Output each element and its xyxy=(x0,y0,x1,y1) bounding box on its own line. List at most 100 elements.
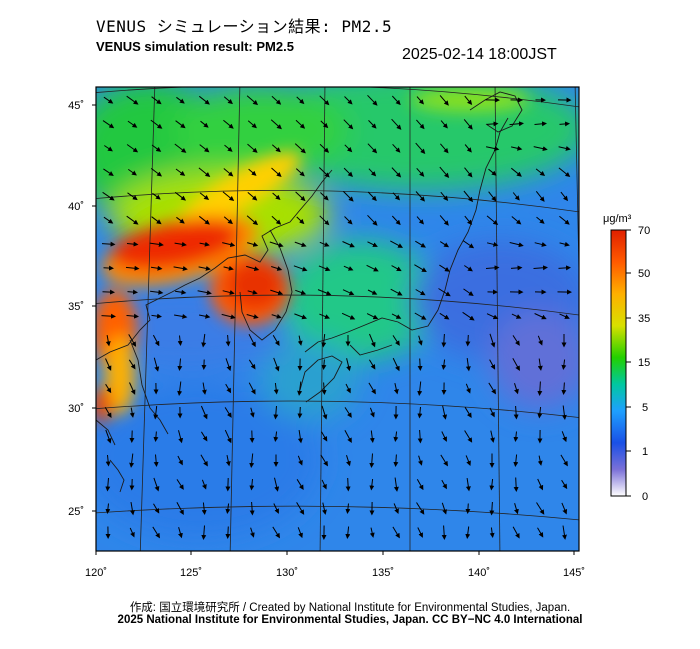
wind-arrow xyxy=(465,455,471,466)
wind-arrow xyxy=(465,503,471,514)
title-japanese: VENUS シミュレーション結果: PM2.5 xyxy=(96,17,393,36)
wind-arrow xyxy=(439,312,450,320)
wind-arrow xyxy=(198,95,210,105)
wind-arrow xyxy=(393,503,399,514)
wind-arrow xyxy=(417,406,423,419)
wind-arrow xyxy=(368,382,376,395)
wind-arrow xyxy=(369,527,375,538)
colorbar-tick-label: 5 xyxy=(642,402,648,414)
wind-arrow xyxy=(151,96,162,105)
wind-arrow xyxy=(346,455,351,467)
wind-arrow xyxy=(249,407,255,418)
colorbar-gradient xyxy=(610,229,627,497)
wind-arrow xyxy=(416,478,424,491)
wind-arrow xyxy=(391,265,402,272)
wind-arrow xyxy=(274,477,280,492)
wind-arrow xyxy=(464,407,472,418)
wind-arrow xyxy=(224,429,232,444)
wind-arrow xyxy=(127,120,138,128)
wind-arrow xyxy=(125,265,140,271)
lon-tick-label: 130˚ xyxy=(276,567,298,579)
wind-arrow xyxy=(178,527,183,539)
wind-arrow xyxy=(442,405,448,420)
wind-arrow xyxy=(489,501,495,516)
wind-arrow xyxy=(511,216,522,225)
wind-arrow xyxy=(558,167,571,178)
wind-arrow xyxy=(321,382,327,395)
lat-tick-label: 30˚ xyxy=(68,403,84,415)
wind-arrow xyxy=(150,289,164,295)
wind-arrow xyxy=(439,95,449,106)
wind-arrow xyxy=(537,478,544,491)
wind-arrow xyxy=(343,191,354,202)
wind-arrow xyxy=(392,192,401,201)
wind-arrow xyxy=(320,454,328,467)
wind-arrow xyxy=(128,359,136,370)
wind-arrow xyxy=(177,335,183,346)
wind-arrow xyxy=(103,168,114,176)
wind-arrow xyxy=(104,145,113,152)
wind-arrow xyxy=(174,143,187,153)
lon-tick-label: 135˚ xyxy=(372,567,394,579)
wind-arrow xyxy=(535,190,545,202)
wind-arrow xyxy=(249,478,255,491)
wind-arrow xyxy=(488,382,496,395)
wind-arrow xyxy=(390,288,403,296)
wind-arrow xyxy=(248,333,256,348)
wind-arrow xyxy=(149,241,164,247)
wind-arrow xyxy=(438,288,451,297)
wind-arrow xyxy=(561,502,568,515)
wind-arrow xyxy=(248,168,257,176)
lat-tick-label: 35˚ xyxy=(68,301,84,313)
wind-arrow xyxy=(514,383,519,395)
wind-arrow xyxy=(128,168,137,176)
wind-arrow xyxy=(321,405,328,420)
wind-arrow xyxy=(272,192,281,200)
wind-arrow xyxy=(295,289,307,295)
wind-arrow xyxy=(320,192,329,201)
wind-arrow xyxy=(105,383,112,394)
wind-arrow xyxy=(102,120,115,129)
wind-arrow xyxy=(513,431,519,442)
wind-arrow xyxy=(416,502,425,515)
wind-arrow xyxy=(127,192,138,201)
pm25-concentration-field xyxy=(96,87,579,551)
wind-arrow xyxy=(174,241,187,247)
wind-arrow xyxy=(224,144,233,152)
wind-arrow xyxy=(414,264,427,273)
wind-arrow xyxy=(345,383,351,394)
wind-arrow xyxy=(247,289,258,295)
wind-arrow xyxy=(151,144,162,152)
wind-arrow xyxy=(485,146,500,151)
wind-arrow xyxy=(514,503,519,515)
wind-arrow xyxy=(561,405,567,420)
wind-arrow xyxy=(247,192,258,201)
lon-tick-label: 140˚ xyxy=(468,567,490,579)
wind-arrow xyxy=(489,333,496,348)
wind-arrow xyxy=(200,454,208,467)
wind-arrow xyxy=(200,431,208,442)
wind-arrow xyxy=(417,429,423,444)
wind-arrow xyxy=(297,406,303,419)
colorbar-tick-label: 35 xyxy=(638,313,650,325)
wind-arrow xyxy=(391,313,402,319)
wind-arrow xyxy=(392,526,400,539)
wind-arrow xyxy=(440,143,449,154)
wind-arrow xyxy=(513,477,519,492)
wind-arrow xyxy=(297,335,303,346)
wind-arrow xyxy=(561,479,568,490)
wind-arrow xyxy=(561,359,567,370)
wind-arrow xyxy=(440,191,449,201)
wind-arrow xyxy=(201,333,207,348)
wind-arrow xyxy=(537,527,544,538)
wind-arrow xyxy=(533,265,548,271)
wind-arrow xyxy=(462,240,475,249)
wind-arrow xyxy=(198,215,210,225)
wind-arrow xyxy=(105,335,111,347)
wind-arrow xyxy=(509,242,524,248)
wind-arrow xyxy=(535,168,546,177)
wind-arrow xyxy=(465,334,471,347)
wind-arrow xyxy=(489,407,495,418)
wind-arrow xyxy=(369,407,375,418)
wind-arrow xyxy=(200,405,208,420)
